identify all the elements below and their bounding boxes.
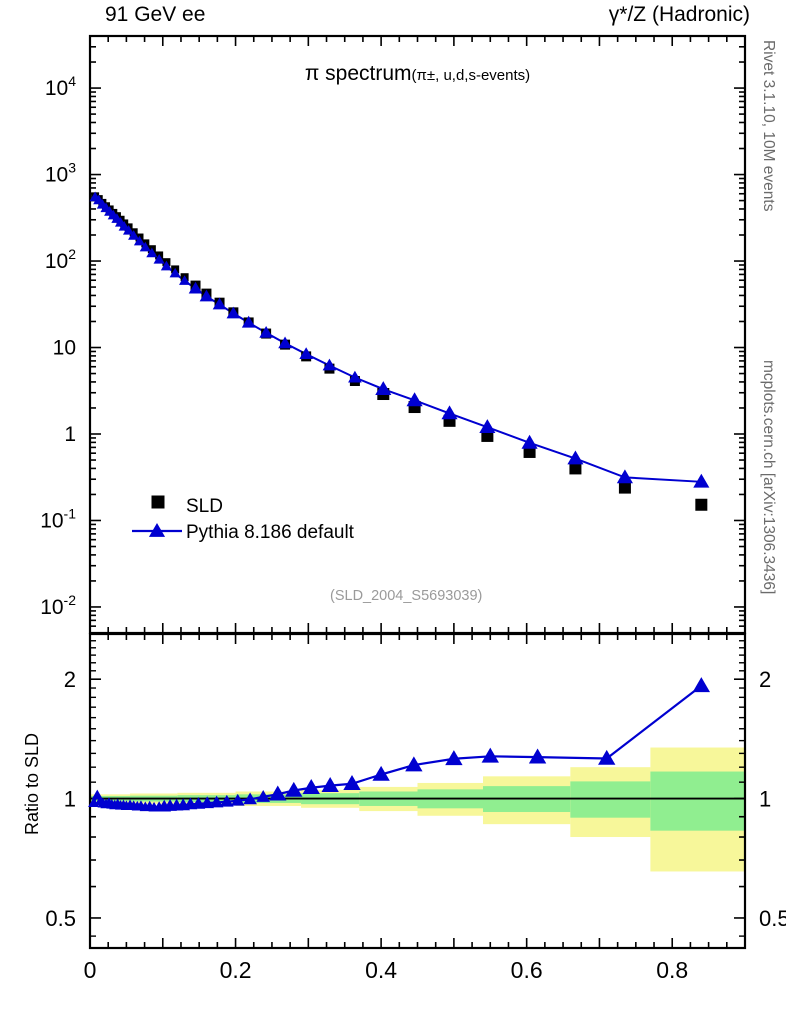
mc-point-marker — [139, 241, 151, 252]
mc-point-marker — [302, 779, 320, 795]
x-tick-label: 0.2 — [220, 957, 252, 983]
process-label: γ*/Z (Hadronic) — [608, 3, 750, 26]
ratio-y-tick-label: 1 — [64, 787, 76, 812]
mc-point-marker — [441, 405, 458, 420]
mc-point-marker — [598, 749, 616, 765]
ratio-y-tick-label: 2 — [64, 667, 76, 692]
mc-point-marker — [299, 347, 313, 360]
mc-point-marker — [209, 795, 224, 808]
mc-point-marker — [179, 275, 191, 285]
mc-point-marker — [445, 750, 463, 766]
mc-point-marker — [375, 381, 392, 396]
mc-point-marker — [285, 781, 303, 797]
mc-point-marker — [188, 281, 203, 294]
mc-point-marker — [146, 247, 158, 258]
mc-point-marker — [269, 785, 287, 801]
x-tick-label: 0.8 — [656, 957, 688, 983]
legend-label-sld: SLD — [186, 496, 223, 517]
main-y-tick-label: 102 — [45, 246, 76, 273]
mc-point-marker — [122, 224, 135, 235]
data-point-marker — [151, 495, 165, 509]
main-y-tick-label: 103 — [45, 160, 76, 187]
plot-title: π spectrum(π±, u,d,s-events) — [90, 62, 745, 86]
mc-point-marker — [259, 325, 273, 338]
mc-point-marker — [243, 792, 257, 805]
mc-curve — [94, 196, 702, 483]
mc-point-marker — [153, 253, 165, 264]
data-point-marker — [569, 462, 582, 475]
plot-title-main: π spectrum — [304, 62, 412, 85]
x-tick-label: 0.6 — [511, 957, 543, 983]
mc-point-marker — [128, 230, 140, 240]
ratio-y-tick-label-right: 2 — [759, 667, 771, 692]
ratio-y-tick-label-right: 0.5 — [759, 906, 786, 931]
mc-point-marker — [148, 522, 166, 537]
main-y-tick-label: 10-2 — [40, 592, 76, 619]
main-y-tick-label: 1 — [64, 423, 76, 446]
mc-point-marker — [405, 756, 423, 772]
mc-point-marker — [241, 315, 256, 328]
x-tick-label: 0 — [84, 957, 97, 983]
mc-point-marker — [348, 370, 362, 383]
data-point-marker — [618, 481, 631, 494]
ratio-panel: 2 2 1 1 0.5 0.5 0 0.2 0.4 0.6 0.8 — [45, 632, 786, 983]
main-y-tick-label: 104 — [45, 73, 76, 100]
mc-point-marker — [230, 793, 245, 806]
mc-point-marker — [521, 434, 538, 449]
mc-point-marker — [692, 677, 711, 693]
mc-point-marker — [133, 235, 146, 246]
mc-point-marker — [693, 473, 710, 488]
mc-point-marker — [256, 790, 271, 802]
mc-point-marker — [321, 776, 339, 792]
mc-point-marker — [616, 469, 633, 484]
mc-point-marker — [278, 336, 292, 349]
mc-point-marker — [343, 775, 361, 791]
mc-point-marker — [200, 796, 214, 809]
mc-point-marker — [406, 392, 423, 407]
error-band-inner — [570, 781, 651, 818]
mc-point-marker — [567, 450, 584, 465]
ratio-y-tick-label-right: 1 — [759, 787, 771, 812]
mc-point-marker — [528, 748, 547, 764]
main-y-tick-label: 10-1 — [40, 505, 76, 532]
analysis-id-watermark: (SLD_2004_S5693039) — [330, 588, 483, 604]
mc-point-marker — [199, 289, 214, 302]
main-y-tick-label: 10 — [53, 337, 76, 360]
beam-energy-label: 91 GeV ee — [105, 3, 206, 26]
data-point-marker — [695, 498, 708, 511]
legend-markers — [132, 495, 182, 537]
legend-label-pythia: Pythia 8.186 default — [186, 522, 354, 543]
mc-point-marker — [220, 794, 234, 807]
mc-point-marker — [372, 765, 390, 781]
error-band-inner — [650, 771, 745, 831]
mc-point-marker — [322, 358, 337, 371]
mc-point-marker — [160, 260, 172, 271]
data-point-marker — [523, 445, 536, 458]
mc-point-marker — [226, 306, 241, 319]
mc-point-marker — [212, 297, 227, 310]
ratio-y-tick-label: 0.5 — [45, 906, 76, 931]
mc-point-marker — [169, 267, 181, 278]
mc-point-marker — [481, 747, 499, 763]
x-tick-label: 0.4 — [365, 957, 397, 983]
mc-point-marker — [479, 419, 496, 434]
plot-title-sub: (π±, u,d,s-events) — [411, 67, 531, 84]
